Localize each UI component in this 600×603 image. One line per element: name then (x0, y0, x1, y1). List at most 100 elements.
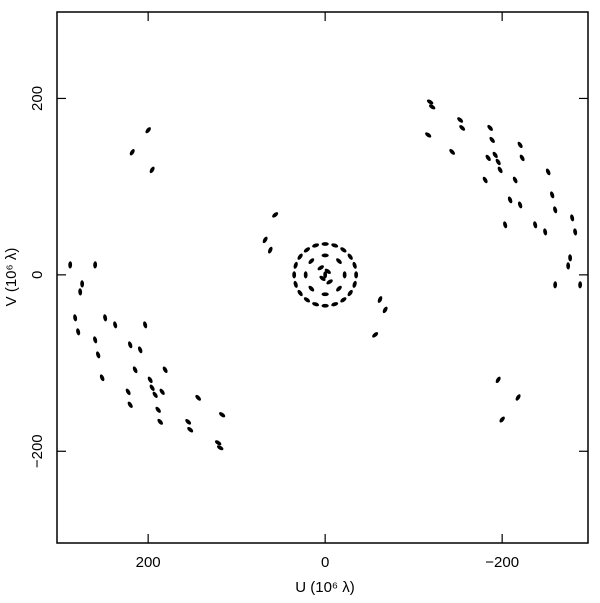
uv-point (578, 281, 583, 289)
uv-point (308, 258, 315, 264)
uv-point (185, 418, 192, 425)
uv-point (482, 176, 488, 184)
uv-point (352, 261, 357, 269)
plot-frame (56, 11, 589, 544)
uv-point (272, 212, 279, 218)
uv-point (99, 374, 105, 382)
uv-point (195, 394, 202, 401)
uv-point (533, 221, 538, 229)
uv-point (293, 261, 298, 269)
uv-point (553, 206, 558, 214)
uv-point (127, 401, 133, 408)
x-tick-label: 0 (321, 554, 329, 571)
uv-point (312, 302, 320, 307)
uv-point (519, 154, 525, 162)
uv-point (503, 221, 508, 229)
x-tick-label: −200 (485, 554, 519, 571)
uv-point (347, 253, 353, 260)
uv-point (426, 99, 434, 105)
uv-point (113, 321, 118, 329)
uv-point (425, 132, 432, 138)
uv-point (149, 384, 155, 391)
uv-point (159, 388, 165, 395)
uv-point (155, 406, 161, 413)
y-tick-label: 200 (29, 86, 46, 111)
uv-point (145, 127, 151, 134)
uv-point (308, 285, 315, 292)
uv-point (93, 261, 98, 269)
uv-point (342, 271, 347, 279)
uv-point (129, 149, 135, 156)
uv-point (489, 136, 495, 143)
uv-point (336, 285, 342, 292)
uv-point (323, 271, 328, 279)
uv-point (553, 281, 558, 289)
uv-point (517, 201, 523, 209)
uv-point (262, 236, 268, 244)
uv-point (216, 445, 224, 451)
uv-point (292, 271, 297, 279)
uv-point (157, 418, 163, 425)
uv-point (326, 279, 333, 285)
uv-point (128, 341, 133, 349)
uv-point (354, 271, 359, 279)
uv-point (268, 246, 273, 254)
uv-point (321, 303, 329, 308)
uv-point (152, 391, 158, 398)
uv-point (347, 289, 353, 297)
uv-point (143, 321, 148, 329)
uv-point (543, 228, 548, 236)
uv-point (340, 247, 347, 253)
uv-point (550, 191, 555, 199)
uv-point (321, 253, 329, 258)
uv-point (303, 247, 311, 253)
uv-point (352, 280, 357, 288)
uv-point (497, 166, 503, 174)
uv-point (517, 141, 523, 149)
uv-point (340, 297, 347, 303)
uv-point (545, 168, 551, 176)
uv-point (93, 336, 98, 344)
uv-point (512, 176, 518, 184)
uv-point (507, 196, 513, 204)
uv-point (495, 376, 501, 384)
uv-point (372, 332, 379, 338)
uv-point (149, 166, 155, 174)
uv-point (573, 228, 578, 236)
uv-point (293, 280, 298, 288)
uv-point (336, 258, 342, 264)
uv-point (495, 158, 501, 166)
uv-point (76, 328, 81, 336)
uv-point (219, 412, 226, 418)
y-axis-label: V (10⁶ λ) (3, 248, 20, 307)
uv-point (80, 280, 85, 288)
uv-point (103, 314, 108, 322)
uv-point (449, 148, 456, 155)
y-tick-label: 0 (29, 271, 46, 279)
uv-point (125, 388, 131, 396)
uv-point (297, 253, 303, 260)
uv-point (214, 440, 222, 446)
uv-point (303, 271, 308, 279)
uv-point (459, 125, 466, 131)
uv-point (382, 306, 388, 314)
uv-point (78, 288, 83, 296)
uv-point (162, 366, 168, 374)
uv-point (73, 314, 78, 322)
uv-point (297, 289, 303, 297)
y-tick-label: −200 (29, 434, 46, 468)
uv-point (319, 275, 326, 282)
uv-point (331, 302, 339, 307)
uv-point (132, 366, 138, 374)
uv-point (570, 214, 575, 222)
uv-point (485, 154, 491, 162)
uv-point (566, 262, 571, 270)
uv-point (492, 151, 498, 159)
uv-point (312, 243, 320, 248)
uv-point (147, 376, 153, 384)
uv-point (321, 292, 329, 297)
uv-point (95, 351, 101, 359)
uv-point (568, 254, 573, 262)
